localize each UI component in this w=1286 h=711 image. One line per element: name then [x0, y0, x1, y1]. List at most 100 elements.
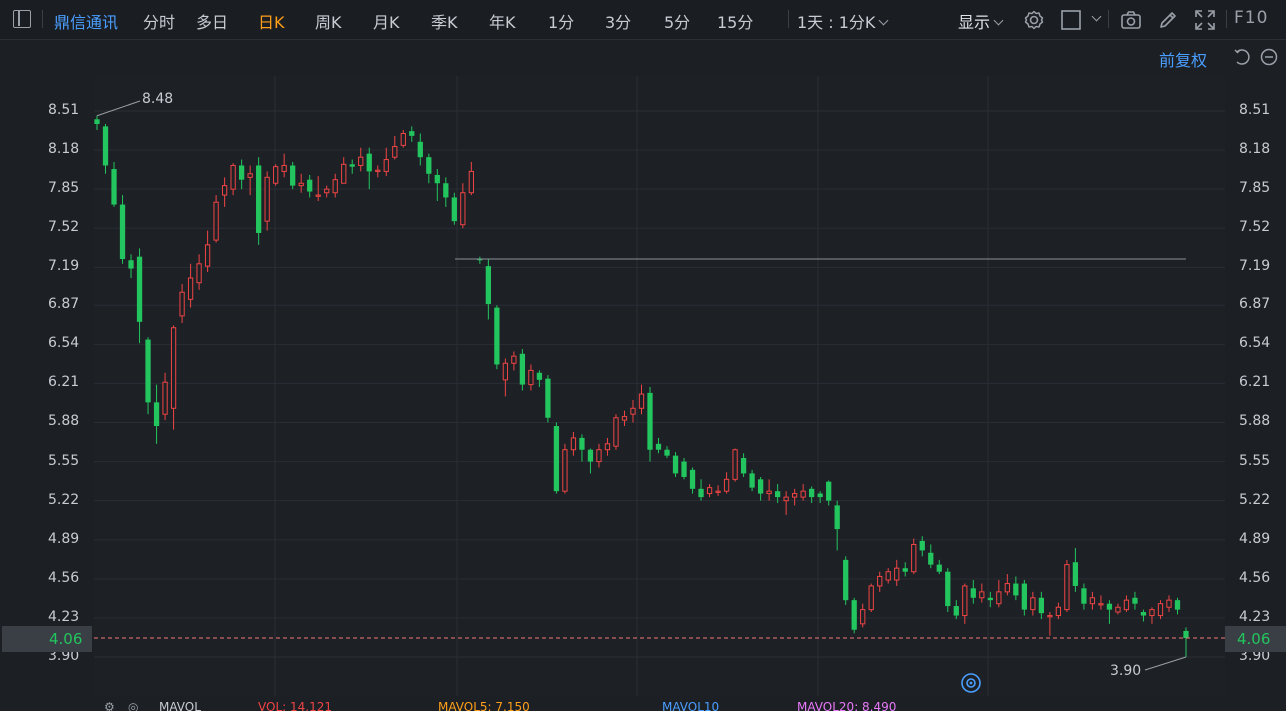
candle-body-up — [221, 185, 228, 196]
tab-7[interactable]: 1分 — [548, 13, 575, 32]
candle-body-up — [885, 571, 891, 581]
volume-indicator-row: ⚙ ◎ MAVOL VOL: 14.121 MAVOL5: 7.150 MAVO… — [94, 700, 1094, 711]
candle-body-down — [902, 568, 908, 572]
max-annotation-leader — [96, 100, 141, 117]
candle-body-down — [290, 165, 296, 186]
undo-icon[interactable] — [1233, 48, 1251, 66]
candle-body-down — [477, 259, 483, 261]
toolbar-divider — [788, 10, 789, 28]
candle-body-down — [851, 600, 857, 630]
candle-body-down — [774, 491, 781, 498]
period-select[interactable]: 1天 : 1分K — [797, 9, 889, 33]
candle-body-up — [358, 156, 364, 166]
tab-4[interactable]: 月K — [373, 13, 400, 32]
f10-button[interactable]: F10 — [1234, 8, 1269, 28]
camera-icon[interactable] — [1120, 9, 1142, 31]
vol-value: VOL: 14.121 — [258, 700, 332, 711]
tab-8[interactable]: 3分 — [605, 13, 632, 32]
candle-body-up — [1115, 606, 1121, 613]
candle-body-down — [238, 165, 245, 180]
candle-body-up — [1030, 597, 1036, 611]
tab-6[interactable]: 年K — [489, 13, 516, 32]
candle-body-up — [596, 449, 602, 463]
candle-body-up — [281, 164, 287, 172]
candle-body-up — [792, 493, 798, 498]
tab-0[interactable]: 分时 — [143, 13, 176, 32]
volume-eye-icon[interactable]: ◎ — [128, 700, 139, 711]
candle-body-down — [1106, 603, 1113, 610]
tab-1[interactable]: 多日 — [196, 13, 229, 32]
y-tick-label: 7.52 — [1239, 219, 1271, 236]
y-tick-label: 8.18 — [1239, 141, 1271, 158]
candle-body-down — [111, 169, 117, 205]
candle-body-up — [528, 369, 534, 386]
candle-body-down — [102, 126, 109, 166]
candle-body-up — [400, 133, 406, 146]
candle-body-down — [928, 552, 934, 565]
y-tick-label: 6.87 — [48, 296, 80, 313]
candle-body-up — [638, 393, 645, 409]
y-tick-label: 3.90 — [48, 648, 80, 664]
candle-body-down — [519, 353, 526, 385]
y-tick-label: 7.19 — [48, 258, 80, 275]
candle-body-up — [1157, 603, 1164, 617]
candle-body-down — [443, 183, 449, 198]
sidebar-toggle-icon[interactable] — [13, 10, 31, 28]
tab-9[interactable]: 5分 — [664, 13, 691, 32]
candle-body-down — [936, 564, 942, 572]
candle-body-up — [911, 543, 917, 573]
price-adjust-toggle[interactable]: 前复权 — [1159, 51, 1208, 70]
candle-body-down — [681, 461, 687, 477]
candle-body-up — [502, 362, 509, 381]
y-tick-label: 6.21 — [48, 374, 80, 391]
candle-body-down — [672, 455, 679, 474]
candle-body-up — [392, 146, 398, 158]
candle-body-down — [153, 402, 160, 427]
pencil-icon[interactable] — [1157, 9, 1179, 31]
candle-body-up — [613, 417, 619, 447]
candle-body-up — [375, 169, 381, 172]
volume-settings-icon[interactable]: ⚙ — [104, 700, 115, 711]
mavol20-value: MAVOL20: 8.490 — [797, 700, 897, 711]
candle-body-up — [1055, 606, 1062, 617]
tab-5[interactable]: 季K — [431, 13, 458, 32]
y-tick-label: 6.87 — [1239, 296, 1271, 313]
y-tick-label: 3.90 — [1239, 648, 1271, 664]
candle-body-down — [817, 493, 823, 498]
candle-body-down — [307, 179, 313, 192]
fullscreen-icon[interactable] — [1194, 9, 1216, 31]
candle-body-down — [349, 164, 355, 167]
current-price-right-box: 4.06 — [1225, 626, 1286, 652]
y-tick-label: 8.51 — [48, 102, 80, 118]
y-tick-label: 7.85 — [1239, 180, 1271, 197]
zoom-out-icon[interactable] — [1260, 48, 1278, 66]
stock-name[interactable]: 鼎信通讯 — [54, 13, 119, 32]
candle-body-up — [298, 182, 304, 187]
candle-body-down — [587, 449, 594, 462]
display-button[interactable]: 显示 — [958, 9, 1004, 33]
candle-body-up — [800, 490, 806, 498]
candle-body-up — [1098, 603, 1104, 606]
candle-body-up — [630, 407, 636, 415]
candle-body-up — [766, 490, 772, 495]
candle-body-up — [324, 188, 330, 194]
settings-gear-icon[interactable] — [1023, 9, 1045, 31]
candle-body-down — [417, 141, 423, 158]
candles-group — [94, 115, 1189, 657]
tab-3[interactable]: 周K — [315, 13, 342, 32]
candle-body-down — [136, 256, 143, 322]
current-price-left: 4.06 — [49, 630, 83, 648]
tab-2[interactable]: 日K — [258, 13, 285, 32]
checkbox-icon[interactable] — [1060, 9, 1082, 31]
y-tick-label: 7.85 — [48, 180, 80, 197]
candle-body-up — [1089, 597, 1096, 605]
tab-10[interactable]: 15分 — [717, 13, 754, 32]
candle-body-up — [179, 291, 185, 317]
kline-plot-area[interactable] — [94, 76, 1225, 696]
locate-target-icon[interactable] — [960, 672, 982, 694]
candle-body-down — [945, 571, 951, 607]
min-price-annotation: 3.90 — [1110, 663, 1142, 679]
candle-body-down — [494, 307, 500, 365]
candle-body-up — [723, 478, 730, 492]
